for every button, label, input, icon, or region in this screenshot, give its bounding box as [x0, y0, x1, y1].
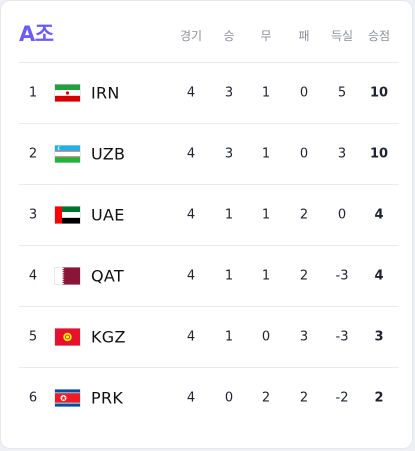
won: 3 [224, 85, 234, 101]
drawn: 2 [261, 390, 271, 406]
north-korea-flag-icon [55, 389, 80, 407]
lost: 2 [299, 390, 309, 406]
points: 10 [369, 146, 389, 162]
uae-flag-icon [55, 206, 80, 224]
rank: 4 [28, 268, 38, 284]
goal-difference: -2 [335, 390, 349, 406]
lost: 2 [299, 268, 309, 284]
played: 4 [186, 146, 196, 162]
uzbekistan-flag-icon [55, 145, 80, 163]
lost: 0 [299, 146, 309, 162]
table-row[interactable]: 3 UAE 4 1 1 2 0 4 [19, 184, 399, 245]
team-name: IRN [91, 83, 120, 103]
team-name: UAE [91, 205, 125, 225]
table-row[interactable]: 4 QAT 4 1 1 2 -3 4 [19, 245, 399, 306]
rank: 5 [28, 329, 38, 345]
drawn: 0 [261, 329, 271, 345]
table-row[interactable]: 6 PRK 4 0 2 2 -2 2 [19, 367, 399, 428]
lost: 3 [299, 329, 309, 345]
rank: 3 [28, 207, 38, 223]
team-name: KGZ [91, 327, 126, 347]
played: 4 [186, 390, 196, 406]
won: 0 [224, 390, 234, 406]
table-header: 경기 승 무 패 득실 승점 [1, 27, 414, 43]
drawn: 1 [261, 268, 271, 284]
column-points: 승점 [367, 29, 391, 43]
goal-difference: -3 [335, 268, 349, 284]
points: 3 [374, 329, 384, 345]
won: 1 [224, 329, 234, 345]
table-row[interactable]: 1 IRN 4 3 1 0 5 10 [19, 62, 399, 123]
drawn: 1 [261, 85, 271, 101]
column-drawn: 무 [260, 29, 272, 43]
played: 4 [186, 85, 196, 101]
points: 2 [374, 390, 384, 406]
qatar-flag-icon [55, 267, 80, 285]
goal-difference: -3 [335, 329, 349, 345]
played: 4 [186, 329, 196, 345]
kyrgyzstan-flag-icon [55, 328, 80, 346]
team-name: QAT [91, 266, 124, 286]
team-name: UZB [91, 144, 126, 164]
column-lost: 패 [298, 29, 310, 43]
won: 1 [224, 207, 234, 223]
table-row[interactable]: 5 KGZ 4 1 0 3 -3 3 [19, 306, 399, 367]
rank: 6 [28, 390, 38, 406]
played: 4 [186, 207, 196, 223]
points: 4 [374, 207, 384, 223]
lost: 0 [299, 85, 309, 101]
drawn: 1 [261, 146, 271, 162]
goal-difference: 3 [337, 146, 347, 162]
points: 10 [369, 85, 389, 101]
table-row[interactable]: 2 UZB 4 3 1 0 3 10 [19, 123, 399, 184]
iran-flag-icon [55, 84, 80, 102]
column-played: 경기 [179, 29, 203, 43]
team-name: PRK [91, 388, 124, 408]
points: 4 [374, 268, 384, 284]
goal-difference: 0 [337, 207, 347, 223]
drawn: 1 [261, 207, 271, 223]
won: 1 [224, 268, 234, 284]
group-title: A조 [19, 22, 54, 46]
lost: 2 [299, 207, 309, 223]
goal-difference: 5 [337, 85, 347, 101]
column-goal-difference: 득실 [330, 29, 354, 43]
rank: 2 [28, 146, 38, 162]
rank: 1 [28, 85, 38, 101]
played: 4 [186, 268, 196, 284]
standings-list: 1 IRN 4 3 1 0 5 10 2 [19, 62, 399, 428]
column-won: 승 [223, 29, 235, 43]
won: 3 [224, 146, 234, 162]
